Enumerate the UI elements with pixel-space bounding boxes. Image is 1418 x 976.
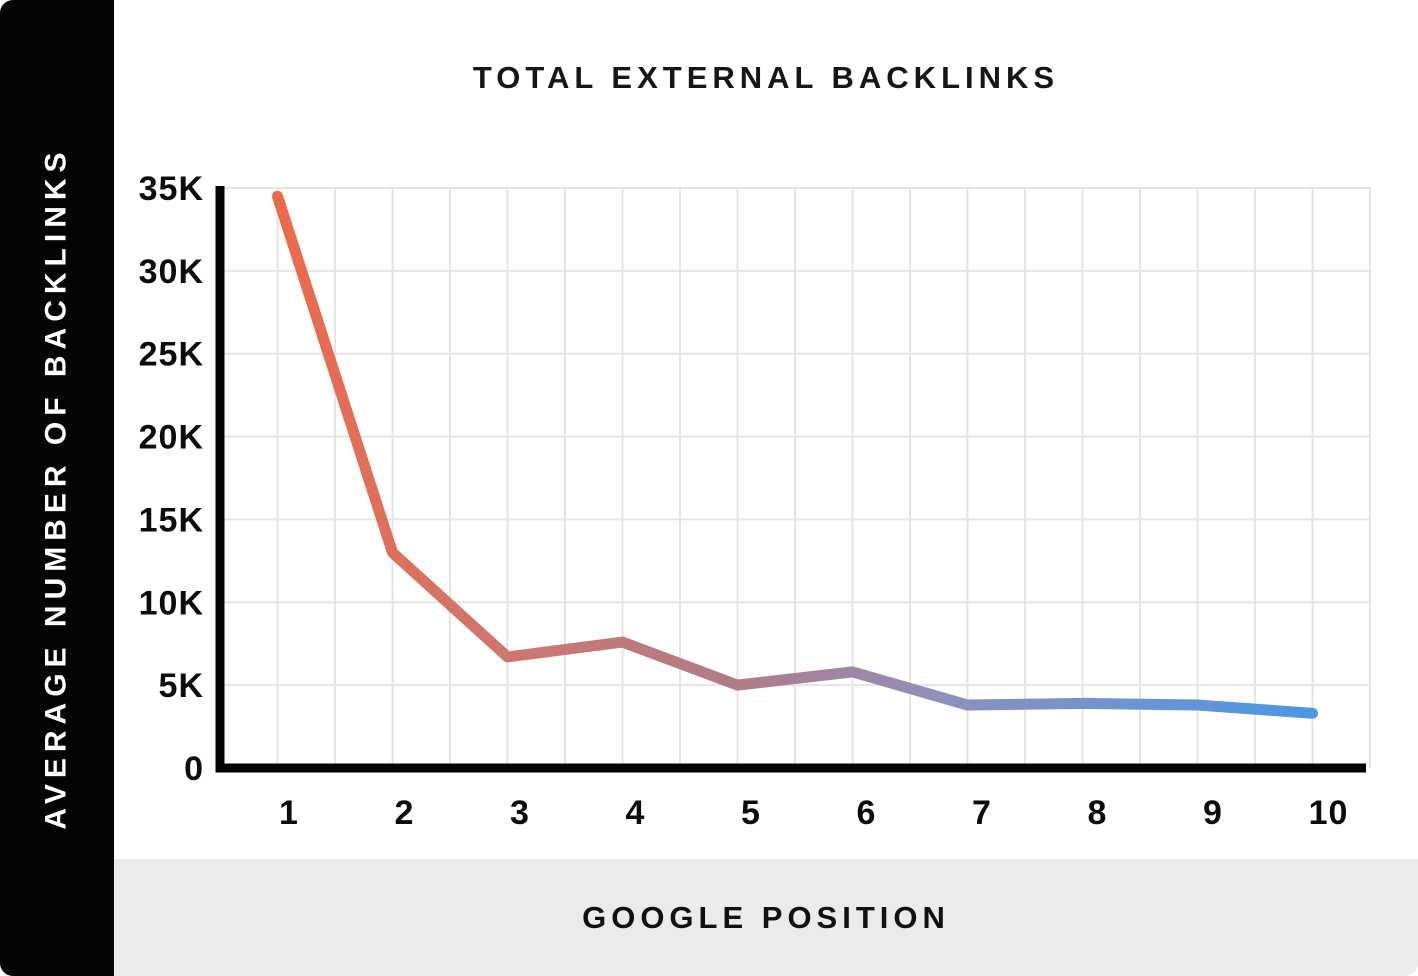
y-tick-label: 15K: [139, 501, 204, 539]
y-tick-label: 35K: [139, 170, 204, 208]
backlinks-line: [272, 190, 1318, 719]
gridlines: [220, 187, 1371, 768]
y-tick-label: 20K: [139, 419, 204, 457]
y-tick-label: 5K: [159, 667, 204, 705]
chart-title: TOTAL EXTERNAL BACKLINKS: [472, 60, 1060, 95]
y-tick-label: 0: [184, 750, 204, 788]
x-tick-label: 2: [395, 794, 415, 832]
x-tick-label: 4: [626, 794, 646, 832]
x-tick-label: 9: [1203, 794, 1223, 832]
x-tick-label: 6: [857, 794, 877, 832]
x-axis-title: GOOGLE POSITION: [582, 899, 950, 935]
line-chart: 0 5K 10K 15K 20K 25K 30K 35K 1 2 3 4 5 6 7 8 9 10: [139, 170, 1371, 832]
x-tick-label: 1: [279, 794, 299, 832]
y-tick-label: 10K: [139, 584, 204, 622]
y-axis-panel: AVERAGE NUMBER OF BACKLINKS: [0, 0, 114, 976]
x-tick-label: 7: [972, 794, 992, 832]
axes: [215, 186, 1366, 773]
x-tick-label: 3: [510, 794, 530, 832]
y-tick-label: 30K: [139, 253, 204, 291]
x-tick-label: 5: [741, 794, 761, 832]
x-axis-panel: GOOGLE POSITION: [114, 859, 1418, 976]
x-tick-label: 10: [1309, 794, 1349, 832]
y-axis-title: AVERAGE NUMBER OF BACKLINKS: [40, 146, 73, 830]
y-tick-label: 25K: [139, 336, 204, 374]
x-tick-label: 8: [1088, 794, 1108, 832]
